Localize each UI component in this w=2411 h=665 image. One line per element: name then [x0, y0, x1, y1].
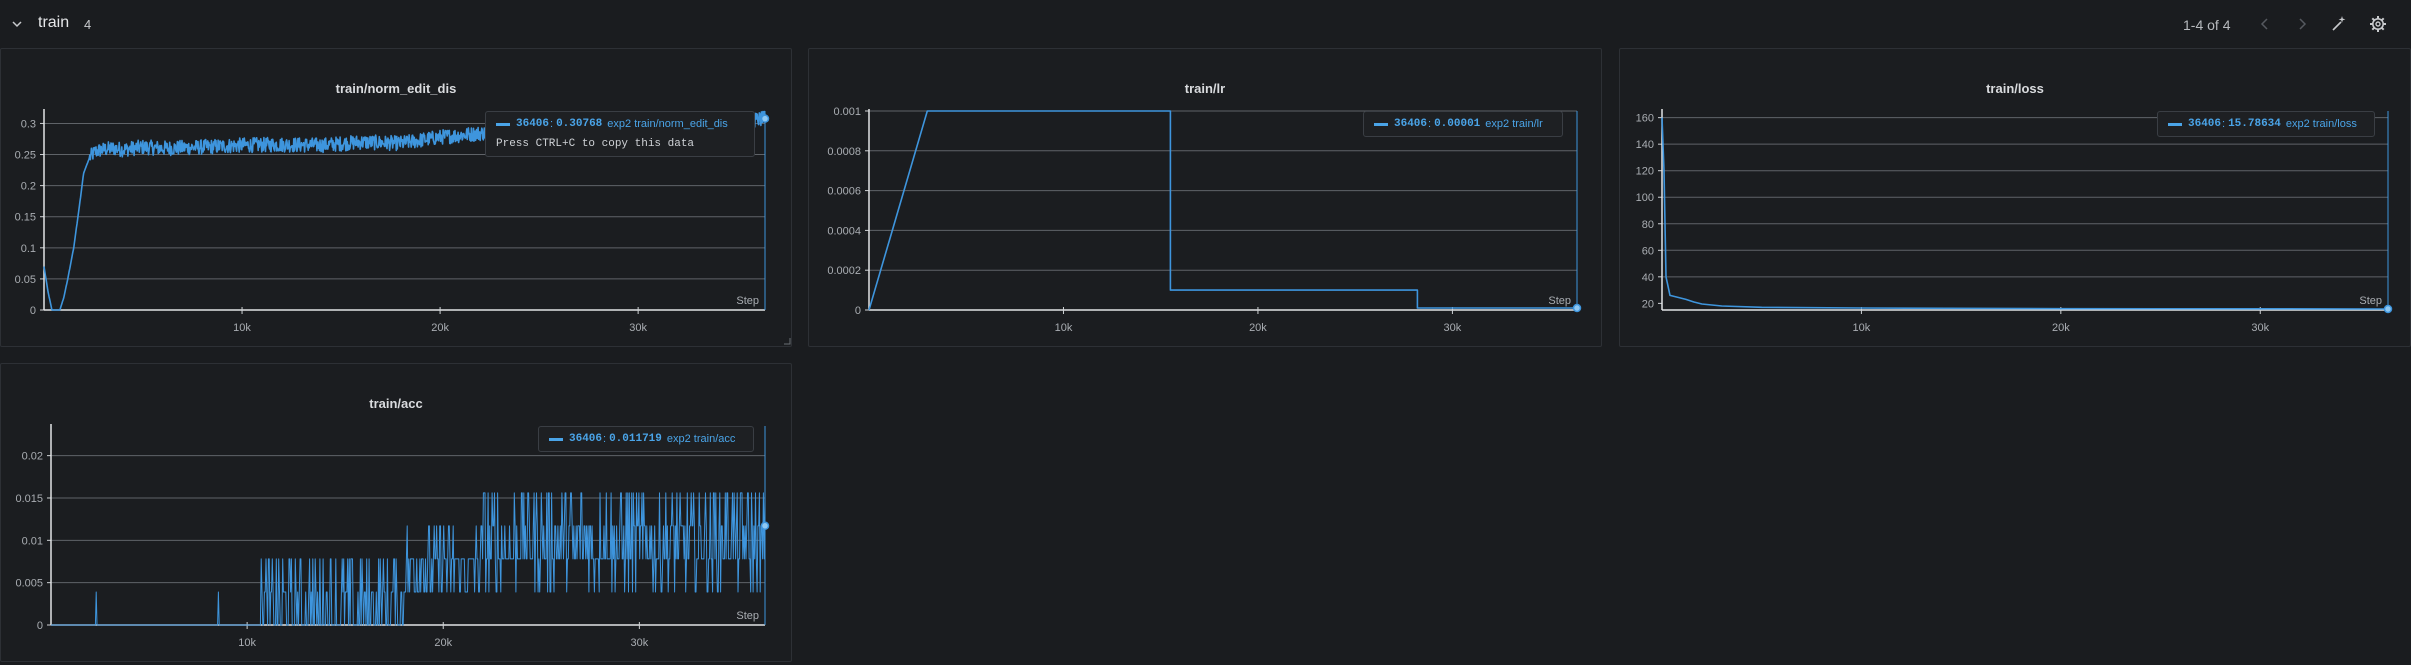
y-tick-label: 0.3 [21, 118, 36, 130]
tooltip-value: 0.011719 [609, 433, 662, 445]
y-tick-label: 0.005 [15, 578, 43, 590]
series-swatch [2168, 122, 2182, 126]
y-tick-label: 0.02 [22, 451, 43, 463]
line-chart-norm-edit-dis[interactable]: 0 0.05 0.1 0.15 0.2 0.25 0.3 10k 20k 30k Step [1, 49, 791, 346]
x-axis-label: Step [2359, 295, 2382, 307]
x-tick-label: 20k [2052, 322, 2070, 334]
x-tick-label: 10k [1055, 322, 1073, 334]
chevron-right-icon[interactable] [2292, 14, 2312, 34]
panel-count-badge: 4 [84, 17, 92, 32]
x-tick-label: 10k [233, 322, 251, 334]
hover-point [2383, 304, 2393, 314]
y-tick-label: 80 [1642, 219, 1654, 231]
series-swatch [496, 122, 510, 126]
chart-tooltip: 36406: 0.011719 exp2 train/acc [538, 426, 754, 452]
x-tick-label: 20k [434, 637, 452, 649]
tooltip-step: 36406 [516, 118, 550, 130]
tooltip-value: 15.78634 [2228, 118, 2281, 130]
y-tick-label: 0 [30, 305, 36, 317]
series-line-exp2 [1661, 117, 2389, 310]
x-tick-label: 10k [1853, 322, 1871, 334]
y-tick-label: 0.05 [15, 274, 36, 286]
chevron-left-icon[interactable] [2255, 14, 2275, 34]
chart-panel-norm-edit-dis[interactable]: train/norm_edit_dis 0 0.05 0.1 0.15 0.2 0.25 0… [0, 48, 792, 347]
pagination-label: 1-4 of 4 [2183, 17, 2231, 33]
x-axis-label: Step [736, 295, 759, 307]
tooltip-step: 36406 [1394, 118, 1428, 130]
chart-tooltip: 36406: 0.30768 exp2 train/norm_edit_dis … [485, 111, 755, 157]
y-tick-label: 0.2 [21, 181, 36, 193]
x-tick-label: 30k [2251, 322, 2269, 334]
resize-handle-icon[interactable] [783, 337, 791, 345]
y-tick-label: 0.0002 [827, 265, 861, 277]
section-title[interactable]: train [38, 14, 70, 31]
chevron-down-icon[interactable] [10, 17, 24, 31]
y-tick-label: 0.1 [21, 243, 36, 255]
x-tick-label: 30k [629, 322, 647, 334]
tooltip-hint: Press CTRL+C to copy this data [496, 138, 695, 150]
y-tick-label: 0.01 [22, 535, 43, 547]
chart-panel-acc[interactable]: train/acc 0 0.005 0.01 0.015 0.02 10k 20k 30k St… [0, 363, 792, 662]
tooltip-run: exp2 train/lr [1485, 118, 1543, 130]
chart-tooltip: 36406: 0.00001 exp2 train/lr [1363, 111, 1563, 137]
y-tick-label: 0.25 [15, 150, 36, 162]
chart-title: train/lr [1184, 81, 1226, 96]
y-tick-label: 40 [1642, 272, 1654, 284]
gear-icon[interactable] [2368, 14, 2388, 34]
tooltip-step: 36406 [2188, 118, 2222, 130]
hover-point [760, 521, 770, 531]
y-tick-label: 0.001 [833, 106, 861, 118]
y-tick-label: 0.0008 [827, 146, 861, 158]
y-tick-label: 140 [1636, 139, 1654, 151]
x-tick-label: 30k [630, 637, 648, 649]
section-header: train 4 1-4 of 4 [0, 0, 2411, 48]
hover-point [1572, 303, 1582, 313]
y-tick-label: 20 [1642, 298, 1654, 310]
tooltip-step: 36406 [569, 433, 603, 445]
tooltip-value: 0.00001 [1434, 118, 1481, 130]
x-tick-label: 20k [1249, 322, 1267, 334]
x-tick-label: 10k [238, 637, 256, 649]
tooltip-run: exp2 train/loss [2285, 118, 2357, 130]
line-chart-lr[interactable]: 0 0.0002 0.0004 0.0006 0.0008 0.001 10k 20k 30k S… [809, 49, 1601, 346]
y-tick-label: 160 [1636, 113, 1654, 125]
series-line-exp2 [51, 492, 766, 626]
chart-title: train/loss [1986, 81, 2044, 96]
x-axis-label: Step [736, 610, 759, 622]
y-tick-label: 120 [1636, 166, 1654, 178]
y-tick-label: 60 [1642, 245, 1654, 257]
chart-title: train/acc [369, 396, 423, 411]
y-tick-label: 0.015 [15, 493, 43, 505]
tooltip-run: exp2 train/norm_edit_dis [607, 118, 728, 130]
y-tick-label: 0 [855, 305, 861, 317]
hover-point [760, 114, 770, 123]
y-tick-label: 0.0006 [827, 186, 861, 198]
tooltip-value: 0.30768 [556, 118, 603, 130]
y-tick-label: 0.15 [15, 212, 36, 224]
series-line-exp2 [868, 110, 1577, 311]
chart-panel-loss[interactable]: train/loss 20 40 60 80 100 120 140 160 10k 20k 30k… [1619, 48, 2411, 347]
x-tick-label: 20k [431, 322, 449, 334]
chart-tooltip: 36406: 15.78634 exp2 train/loss [2157, 111, 2375, 137]
line-chart-acc[interactable]: 0 0.005 0.01 0.015 0.02 10k 20k 30k Step [1, 364, 791, 661]
x-tick-label: 30k [1444, 322, 1462, 334]
series-swatch [549, 437, 563, 441]
series-swatch [1374, 122, 1388, 126]
x-axis-label: Step [1548, 295, 1571, 307]
y-tick-label: 100 [1636, 192, 1654, 204]
y-tick-label: 0.0004 [827, 225, 861, 237]
chart-panel-lr[interactable]: train/lr 0 0.0002 0.0004 0.0006 0.0008 0.001 1… [808, 48, 1602, 347]
magic-wand-icon[interactable] [2329, 14, 2349, 34]
y-tick-label: 0 [37, 620, 43, 632]
tooltip-run: exp2 train/acc [666, 433, 736, 445]
chart-title: train/norm_edit_dis [335, 81, 457, 96]
line-chart-loss[interactable]: 20 40 60 80 100 120 140 160 10k 20k 30k Step [1620, 49, 2410, 346]
